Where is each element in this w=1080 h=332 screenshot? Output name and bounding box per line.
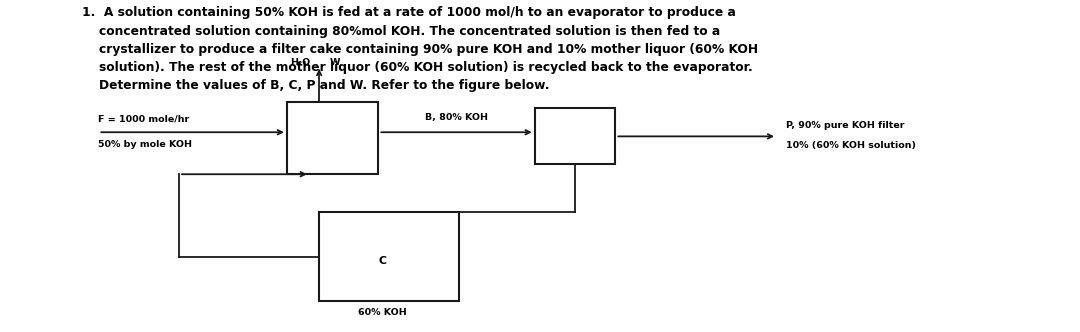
Text: 50% by mole KOH: 50% by mole KOH — [98, 140, 192, 149]
Text: C: C — [378, 256, 387, 266]
Text: 1.  A solution containing 50% KOH is fed at a rate of 1000 mol/h to an evaporato: 1. A solution containing 50% KOH is fed … — [82, 6, 758, 92]
Text: H₂O: H₂O — [291, 58, 311, 67]
Text: W: W — [330, 58, 340, 67]
Bar — [535, 108, 616, 164]
Text: 10% (60% KOH solution): 10% (60% KOH solution) — [785, 140, 916, 149]
Text: 60% KOH: 60% KOH — [357, 307, 406, 317]
Bar — [320, 212, 459, 301]
Bar — [287, 102, 378, 174]
Text: B, 80% KOH: B, 80% KOH — [426, 113, 488, 123]
Text: F = 1000 mole/hr: F = 1000 mole/hr — [98, 115, 190, 124]
Text: P, 90% pure KOH filter: P, 90% pure KOH filter — [785, 121, 904, 130]
